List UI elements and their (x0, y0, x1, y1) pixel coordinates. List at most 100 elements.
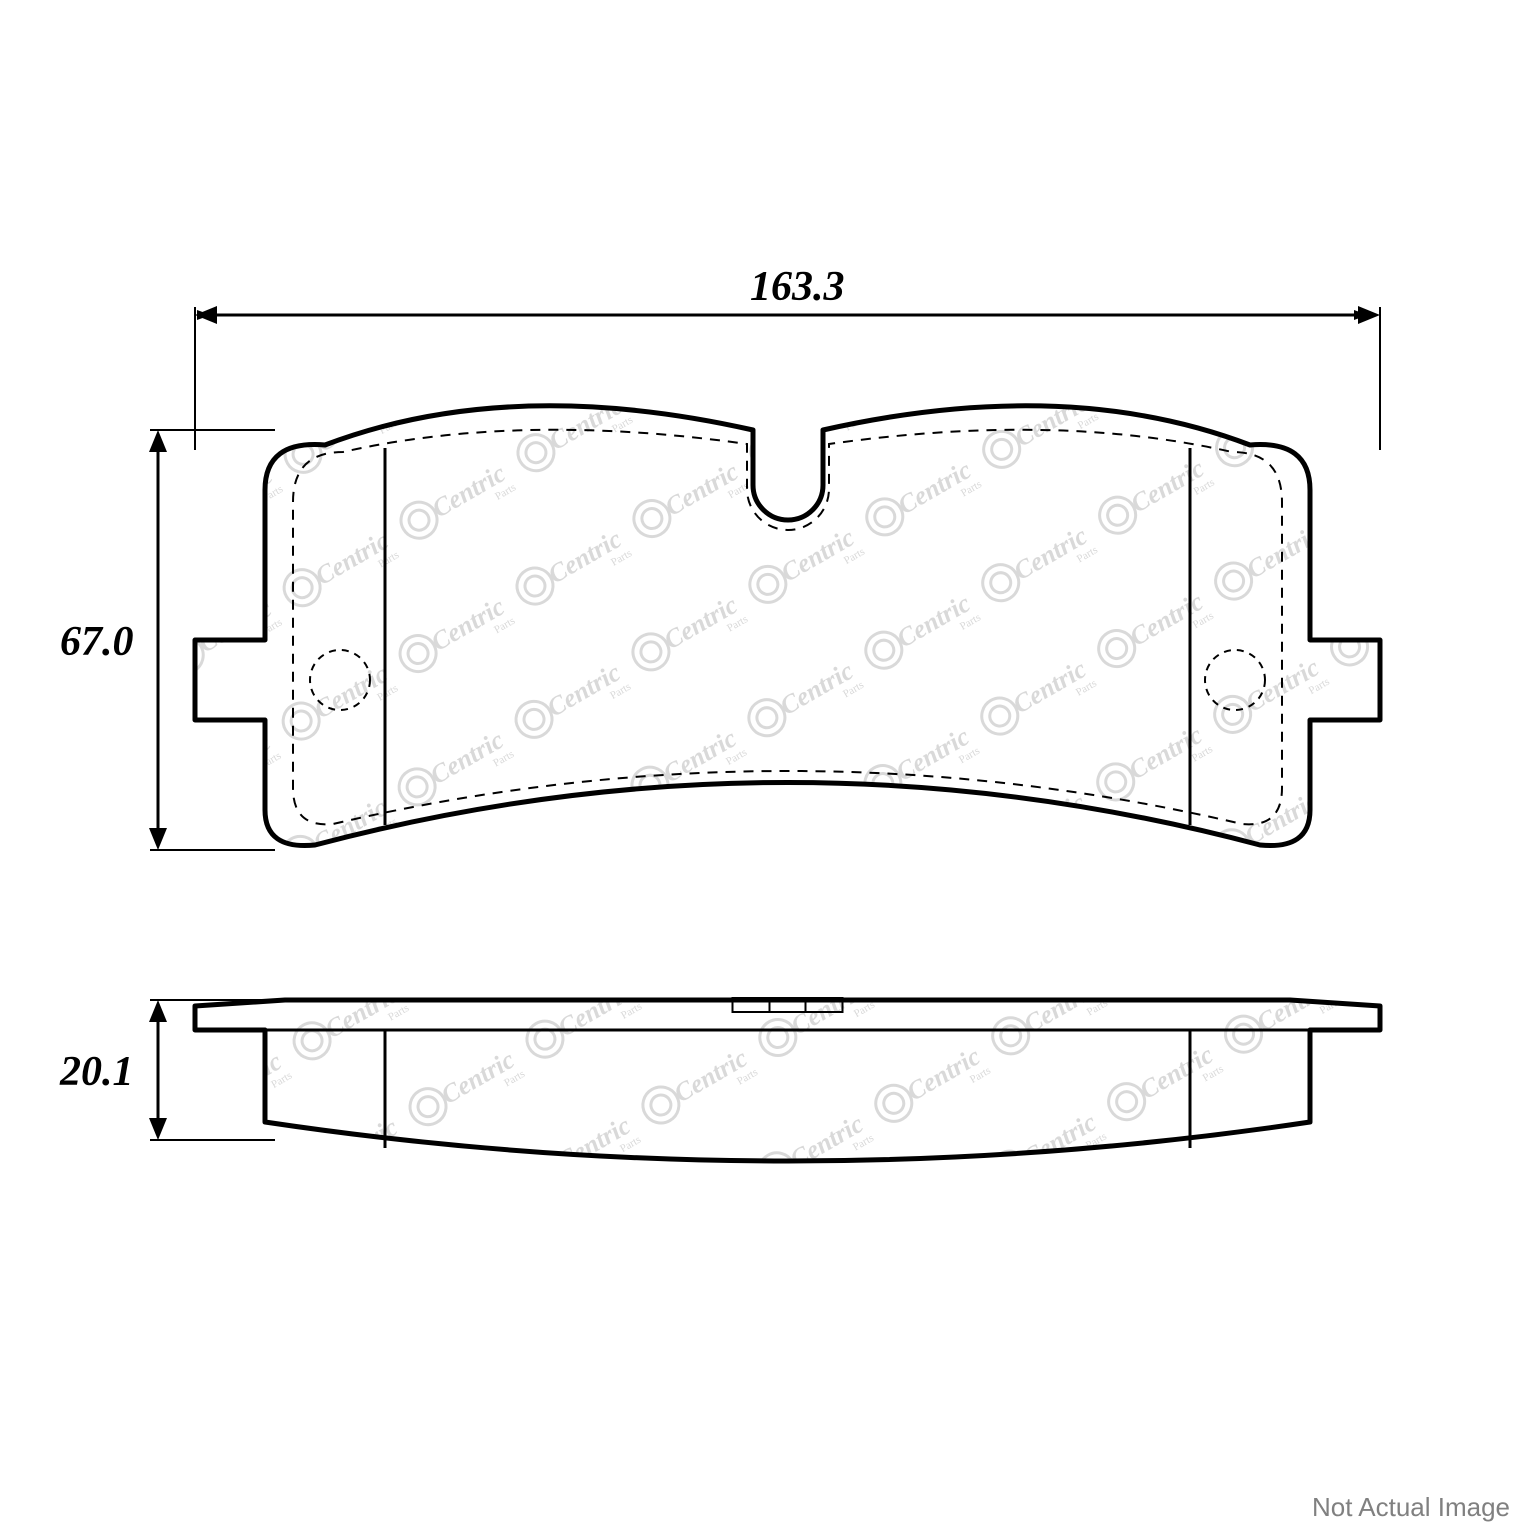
svg-text:Centric: Centric (421, 1258, 505, 1323)
svg-text:Centric: Centric (1476, 251, 1536, 316)
svg-text:Centric: Centric (668, 1176, 752, 1241)
svg-text:Centric: Centric (777, 389, 861, 454)
svg-text:Centric: Centric (77, 527, 161, 592)
svg-text:Parts: Parts (1189, 876, 1214, 897)
svg-text:Parts: Parts (267, 1336, 292, 1357)
svg-text:Centric: Centric (901, 1175, 985, 1240)
svg-text:Centric: Centric (670, 910, 754, 975)
svg-text:Centric: Centric (433, 1445, 517, 1510)
svg-text:Parts: Parts (23, 1151, 48, 1172)
watermark-group: CentricPartsCentricPartsCentricPartsCent… (0, 0, 1536, 1520)
svg-text:Parts: Parts (501, 1201, 526, 1222)
svg-text:Centric: Centric (434, 1311, 518, 1376)
svg-text:Centric: Centric (1359, 452, 1443, 517)
svg-text:Centric: Centric (905, 641, 989, 706)
svg-text:Centric: Centric (321, 846, 405, 911)
svg-text:Parts: Parts (1439, 261, 1464, 282)
svg-text:Centric: Centric (890, 855, 974, 920)
svg-text:Centric: Centric (779, 122, 863, 187)
svg-text:Centric: Centric (1253, 839, 1337, 904)
svg-text:Centric: Centric (774, 789, 858, 854)
svg-text:Centric: Centric (1474, 651, 1536, 716)
svg-text:Centric: Centric (1017, 1241, 1101, 1306)
svg-text:Centric: Centric (0, 1448, 51, 1513)
svg-text:Centric: Centric (896, 55, 980, 120)
svg-text:Centric: Centric (1485, 837, 1536, 902)
svg-text:Centric: Centric (1128, 187, 1212, 252)
svg-text:Centric: Centric (1244, 252, 1328, 317)
svg-text:Centric: Centric (657, 857, 741, 922)
svg-text:Parts: Parts (143, 551, 168, 572)
svg-text:Centric: Centric (85, 1247, 169, 1312)
svg-text:Parts: Parts (604, 1214, 629, 1235)
svg-text:Centric: Centric (1255, 439, 1339, 504)
svg-text:Parts: Parts (611, 281, 636, 302)
svg-text:Centric: Centric (1023, 441, 1107, 506)
svg-text:Parts: Parts (257, 883, 282, 904)
svg-text:Centric: Centric (201, 1313, 285, 1378)
svg-text:Parts: Parts (1427, 75, 1452, 96)
svg-text:Parts: Parts (490, 881, 515, 902)
svg-text:Parts: Parts (1435, 795, 1460, 816)
svg-text:Centric: Centric (437, 911, 521, 976)
svg-text:Centric: Centric (189, 1127, 273, 1192)
svg-text:Centric: Centric (317, 1379, 401, 1444)
svg-text:Parts: Parts (494, 348, 519, 369)
svg-text:Centric: Centric (1371, 505, 1455, 570)
watermark-group: CentricPartsCentricPartsCentricPartsCent… (0, 201, 1536, 1536)
svg-text:Centric: Centric (1369, 905, 1453, 970)
svg-text:Centric: Centric (1013, 0, 1097, 52)
svg-text:Centric: Centric (787, 842, 871, 907)
svg-text:Parts: Parts (1438, 395, 1463, 416)
svg-text:Parts: Parts (139, 1217, 164, 1238)
svg-text:Parts: Parts (36, 1071, 61, 1092)
svg-text:Parts: Parts (606, 947, 631, 968)
svg-text:Centric: Centric (1475, 517, 1536, 582)
svg-text:Parts: Parts (972, 531, 997, 552)
svg-text:Centric: Centric (84, 1381, 168, 1446)
svg-text:Parts: Parts (35, 1205, 60, 1226)
svg-text:Centric: Centric (783, 1376, 867, 1441)
svg-text:Parts: Parts (1202, 930, 1227, 951)
svg-text:Parts: Parts (956, 878, 981, 899)
svg-text:Parts: Parts (1079, 11, 1104, 32)
svg-text:Centric: Centric (424, 858, 508, 923)
svg-text:Parts: Parts (1087, 730, 1112, 751)
svg-text:Parts: Parts (1086, 864, 1111, 885)
svg-text:Parts: Parts (1320, 729, 1345, 750)
svg-text:Parts: Parts (1089, 464, 1114, 485)
svg-text:Parts: Parts (850, 1265, 875, 1286)
svg-text:Parts: Parts (620, 867, 645, 888)
svg-text:Parts: Parts (967, 1198, 992, 1219)
svg-text:Centric: Centric (307, 926, 391, 991)
svg-text:Centric: Centric (316, 1512, 400, 1536)
svg-text:Parts: Parts (616, 1400, 641, 1421)
svg-text:Parts: Parts (1078, 144, 1103, 165)
svg-text:Parts: Parts (723, 880, 748, 901)
svg-text:Parts: Parts (255, 1150, 280, 1171)
svg-text:Parts: Parts (1200, 1196, 1225, 1217)
svg-text:Centric: Centric (1246, 0, 1330, 51)
svg-text:Parts: Parts (256, 1016, 281, 1037)
svg-text:Parts: Parts (383, 1402, 408, 1423)
svg-text:Centric: Centric (1021, 707, 1105, 772)
svg-text:Centric: Centric (1476, 384, 1536, 449)
svg-text:Parts: Parts (378, 282, 403, 303)
svg-text:Parts: Parts (844, 279, 869, 300)
svg-text:Centric: Centric (1373, 238, 1457, 303)
svg-text:Centric: Centric (1360, 318, 1444, 383)
svg-text:Centric: Centric (554, 844, 638, 909)
svg-text:Parts: Parts (1436, 661, 1461, 682)
svg-text:Centric: Centric (319, 1112, 403, 1177)
svg-text:Centric: Centric (191, 860, 275, 925)
svg-text:Parts: Parts (733, 1333, 758, 1354)
svg-text:Centric: Centric (894, 322, 978, 387)
svg-text:Parts: Parts (1311, 142, 1336, 163)
svg-text:Centric: Centric (667, 1310, 751, 1375)
svg-text:Parts: Parts (970, 798, 995, 819)
svg-text:Centric: Centric (538, 1191, 622, 1256)
svg-text:Centric: Centric (306, 1059, 390, 1124)
svg-text:Centric: Centric (1487, 571, 1536, 636)
svg-text:Parts: Parts (384, 1269, 409, 1290)
svg-text:Parts: Parts (966, 1331, 991, 1352)
